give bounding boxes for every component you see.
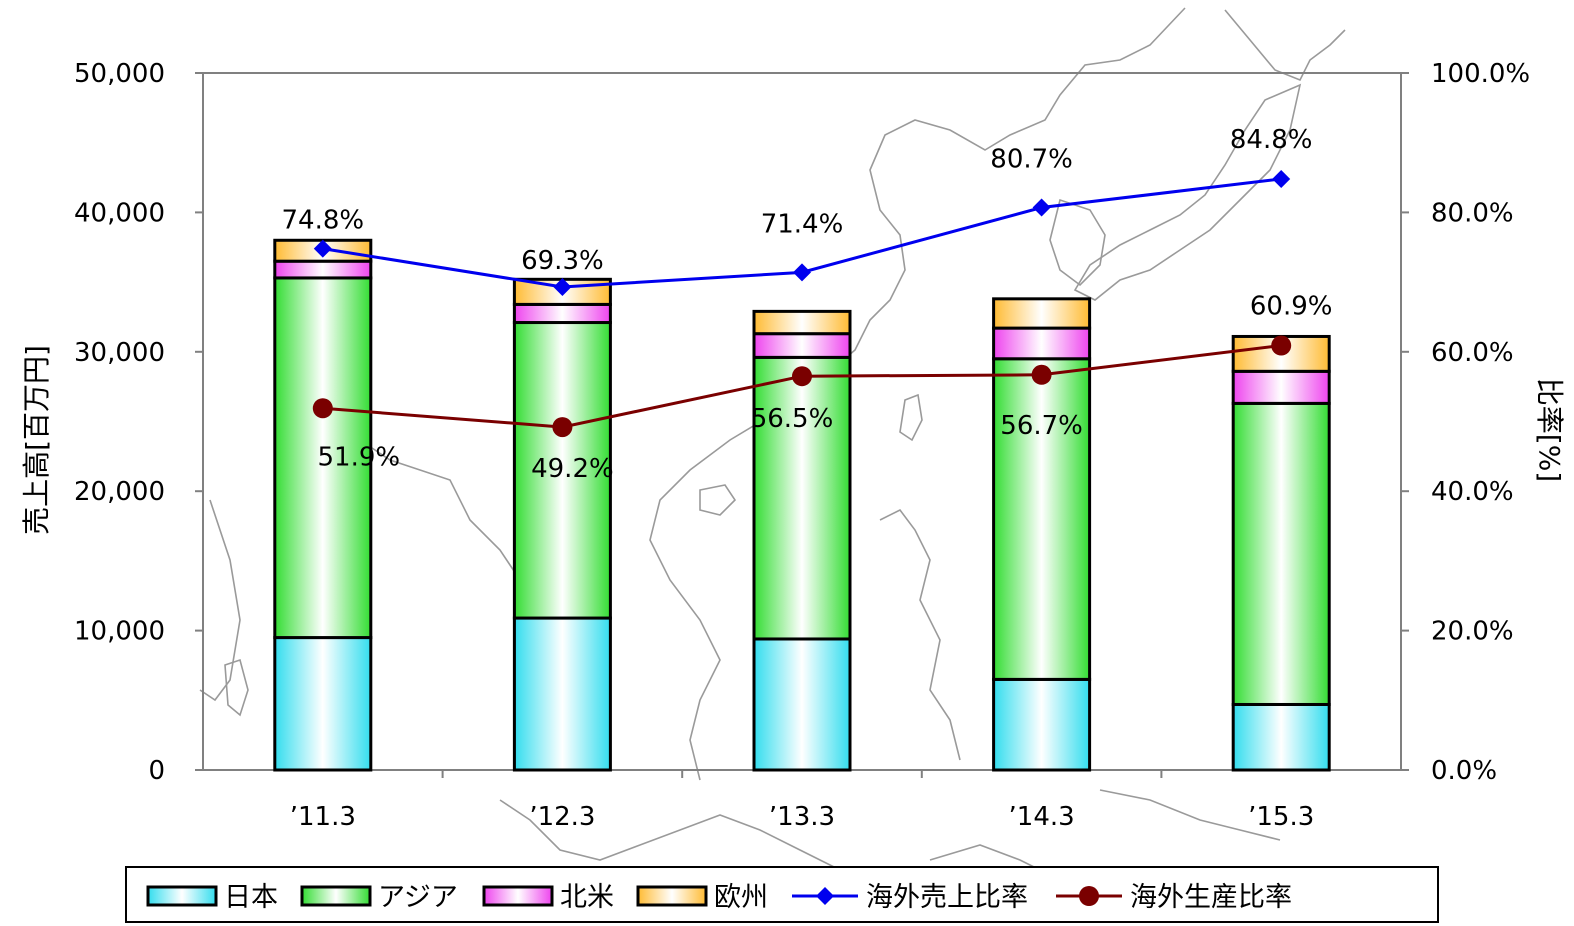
line-2-data-label: 51.9% bbox=[317, 442, 400, 472]
y-tick-label: 40,000 bbox=[74, 198, 165, 228]
bar-segment-2 bbox=[273, 276, 373, 640]
line-1-marker bbox=[553, 277, 572, 296]
y-axis-left: 0 10,000 20,000 30,000 40,000 50,000 bbox=[74, 59, 203, 786]
y-tick-label: 20,000 bbox=[74, 477, 165, 507]
line-1-data-label: 80.7% bbox=[990, 145, 1073, 175]
legend-swatch-2 bbox=[300, 885, 372, 907]
bar-segment-3 bbox=[992, 326, 1092, 361]
x-tick-label: ’15.3 bbox=[1248, 802, 1314, 832]
bar-segment-3 bbox=[752, 332, 852, 359]
legend-label: アジア bbox=[378, 882, 458, 913]
y-tick-label: 10,000 bbox=[74, 617, 165, 647]
line-2-marker bbox=[792, 366, 812, 387]
x-axis-labels: ’11.3 ’12.3 ’13.3 ’14.3 ’15.3 bbox=[290, 770, 1314, 832]
y-axis-title: 売上高[百万円] bbox=[20, 345, 53, 535]
legend-label: 海外売上比率 bbox=[866, 882, 1028, 913]
bar-segment-1 bbox=[1231, 702, 1331, 772]
legend-marker-1 bbox=[816, 887, 834, 905]
bar-segment-4 bbox=[992, 297, 1092, 330]
y2-tick-label: 60.0% bbox=[1431, 338, 1514, 368]
bar-segment-2 bbox=[992, 357, 1092, 681]
x-tick-label: ’11.3 bbox=[290, 802, 356, 832]
legend-label: 欧州 bbox=[714, 882, 768, 913]
line-1-marker bbox=[313, 239, 332, 258]
y-tick-label: 30,000 bbox=[74, 338, 165, 368]
line-1-data-label: 84.8% bbox=[1230, 125, 1313, 155]
line-2-marker bbox=[1031, 364, 1052, 385]
legend-swatch-3 bbox=[482, 885, 554, 907]
line-1-marker bbox=[1032, 198, 1051, 217]
bar-segment-2 bbox=[1231, 401, 1331, 706]
line-1-data-label: 69.3% bbox=[521, 246, 604, 276]
bar-segment-2 bbox=[752, 355, 852, 641]
line-1-data-label: 71.4% bbox=[761, 209, 844, 239]
legend: 日本 アジア 北米 欧州 海外売上比率 海外生産比率 bbox=[125, 866, 1439, 923]
bar-segment-3 bbox=[1231, 369, 1331, 405]
bar-segment-1 bbox=[752, 637, 852, 772]
y-axis-right: 0.0% 20.0% 40.0% 60.0% 80.0% 100.0% bbox=[1401, 59, 1530, 786]
legend-swatch-1 bbox=[146, 885, 218, 907]
bar-segment-1 bbox=[273, 636, 373, 772]
y2-tick-label: 20.0% bbox=[1431, 617, 1514, 647]
line-2-data-label: 56.5% bbox=[751, 404, 834, 434]
y2-tick-label: 0.0% bbox=[1431, 756, 1497, 786]
legend-label: 日本 bbox=[224, 882, 278, 913]
y2-tick-label: 40.0% bbox=[1431, 477, 1514, 507]
y-tick-label: 50,000 bbox=[74, 59, 165, 89]
ratio-lines: 74.8% 69.3% 71.4% 80.7% 84.8% 51.9% 49.2% 56.5%… bbox=[281, 125, 1332, 484]
line-1-marker bbox=[1272, 169, 1291, 188]
stacked-bars bbox=[273, 238, 1331, 772]
y2-axis-title: 比率[%] bbox=[1533, 378, 1566, 482]
line-2-marker bbox=[312, 398, 333, 419]
legend-label: 北米 bbox=[560, 882, 614, 913]
line-2-data-label: 56.7% bbox=[1000, 411, 1083, 441]
x-tick-label: ’14.3 bbox=[1009, 802, 1075, 832]
bar-segment-4 bbox=[752, 309, 852, 336]
line-2-marker bbox=[552, 417, 573, 438]
x-tick-label: ’12.3 bbox=[529, 802, 595, 832]
line-2-marker bbox=[1271, 335, 1292, 356]
bar-segment-1 bbox=[992, 677, 1092, 772]
y2-tick-label: 100.0% bbox=[1431, 59, 1530, 89]
line-1-data-label: 74.8% bbox=[281, 206, 364, 236]
bar-segment-3 bbox=[512, 302, 612, 325]
y2-tick-label: 80.0% bbox=[1431, 198, 1514, 228]
bar-segment-1 bbox=[512, 616, 612, 772]
legend-label: 海外生産比率 bbox=[1130, 882, 1292, 913]
bar-segment-3 bbox=[273, 259, 373, 280]
bar-segment-2 bbox=[512, 321, 612, 620]
legend-swatch-4 bbox=[636, 885, 708, 907]
y-tick-label: 0 bbox=[148, 756, 165, 786]
legend-marker-2 bbox=[1079, 886, 1099, 906]
line-2-data-label: 49.2% bbox=[531, 454, 614, 484]
line-2-data-label: 60.9% bbox=[1250, 292, 1333, 322]
x-tick-label: ’13.3 bbox=[769, 802, 835, 832]
line-1-marker bbox=[793, 263, 811, 282]
